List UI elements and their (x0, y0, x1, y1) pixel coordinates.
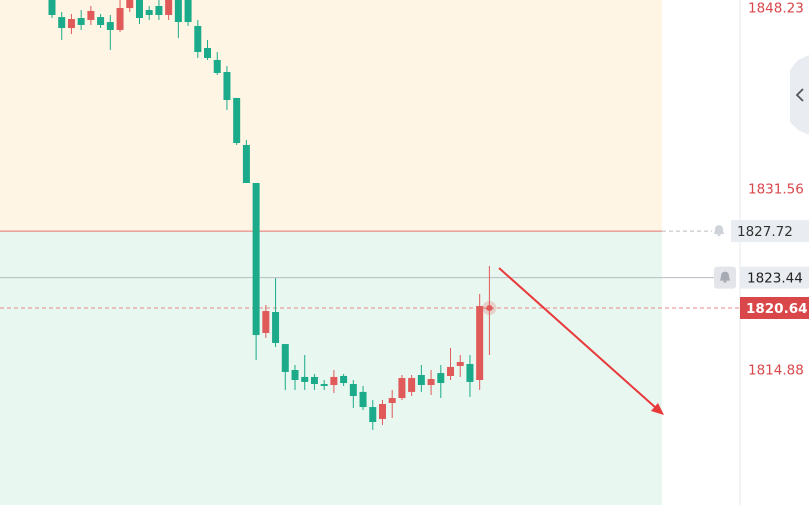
candle-body (427, 379, 435, 385)
candle-body (301, 376, 309, 382)
background (0, 0, 740, 505)
candle-body (466, 364, 474, 382)
candle-body (67, 19, 75, 29)
candle-body (437, 373, 445, 384)
bell-clapper (723, 280, 727, 283)
candle-body (456, 361, 464, 366)
alert-label: 1823.44 (747, 271, 803, 287)
candle-body (408, 378, 416, 392)
candle-body (369, 407, 377, 423)
arrow-head (651, 403, 664, 415)
candle-body (106, 22, 114, 30)
chevron-icon[interactable] (795, 88, 804, 102)
alert-label-box (740, 266, 809, 289)
price-axis: 1848.23 1831.56 1814.88 1827.72 1823.44 1820.… (714, 0, 809, 379)
candle-body (155, 5, 163, 15)
resistance-zone (0, 0, 662, 232)
bell-clapper (717, 234, 721, 237)
candle-body (145, 9, 153, 15)
candle-body (398, 378, 406, 399)
candle-body (340, 375, 348, 384)
arrow-shaft (498, 267, 657, 409)
y-tick-label: 1814.88 (748, 363, 804, 379)
candle-body (126, 0, 134, 9)
bell-icon (720, 271, 730, 281)
candle-body (116, 8, 124, 30)
trend-arrow (498, 267, 664, 415)
candle-body (184, 0, 192, 23)
candle-body (378, 404, 386, 419)
candle-body (252, 182, 260, 336)
collapse-button[interactable] (790, 55, 809, 135)
candle-body (223, 72, 231, 101)
candle-body (87, 10, 95, 20)
candle-body (272, 312, 280, 343)
candle-body (165, 0, 173, 15)
candle-body (291, 370, 299, 380)
candle-body (77, 18, 85, 25)
candle-body (310, 376, 318, 385)
candle-body (233, 97, 241, 144)
candle-body (174, 0, 182, 23)
candle-body (447, 366, 455, 376)
candle-body (417, 375, 425, 385)
candle-body (58, 17, 66, 29)
candle-body (320, 384, 328, 386)
candle-body (48, 0, 56, 15)
zone-label-box (731, 220, 809, 243)
price-label-box (740, 296, 809, 319)
candle-body (262, 311, 270, 333)
candle-body (359, 391, 367, 408)
candle-body (388, 398, 396, 404)
candle-body (97, 17, 105, 25)
y-tick-label: 1848.23 (748, 0, 804, 16)
y-tick-label: 1831.56 (748, 181, 804, 197)
candle-body (213, 59, 221, 73)
candle-body (194, 25, 202, 53)
candle-body (476, 306, 484, 380)
price-label: 1820.64 (746, 301, 808, 317)
collapse-tab[interactable] (790, 55, 809, 135)
candle-body (330, 376, 338, 385)
candles (48, 0, 497, 430)
zone-label: 1827.72 (737, 224, 793, 240)
candle-body (281, 344, 289, 372)
candle-body (204, 48, 212, 58)
bell-icon (714, 225, 724, 235)
support-zone (0, 231, 662, 505)
candle-body (242, 144, 250, 183)
current-price-dot (486, 304, 493, 311)
candle-body (349, 384, 357, 396)
candle-body (135, 0, 143, 19)
